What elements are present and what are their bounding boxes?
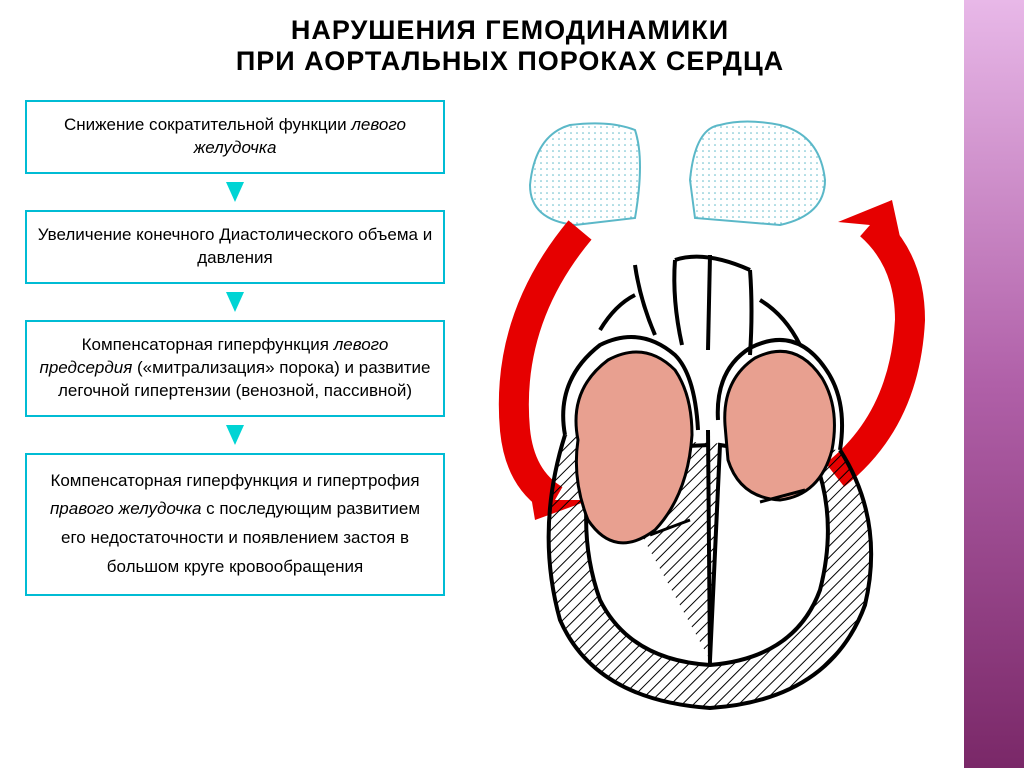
box2-text: Увеличение конечного Диастолического объ… — [38, 225, 432, 267]
box4-em: правого желудочка — [50, 499, 201, 518]
box-right-ventricle: Компенсаторная гиперфункция и гипертрофи… — [25, 453, 445, 597]
right-atrium — [725, 351, 835, 500]
right-lung — [690, 122, 825, 226]
box4-pre: Компенсаторная гиперфункция и гипертрофи… — [50, 471, 419, 490]
page-title: НАРУШЕНИЯ ГЕМОДИНАМИКИ ПРИ АОРТАЛЬНЫХ ПО… — [60, 15, 960, 77]
left-lung — [530, 123, 640, 225]
right-flow-arrow — [835, 225, 910, 475]
arrow-2 — [226, 292, 244, 312]
title-line1: НАРУШЕНИЯ ГЕМОДИНАМИКИ — [291, 15, 729, 45]
box-contractility: Снижение сократительной функции левого ж… — [25, 100, 445, 174]
box3-pre: Компенсаторная гиперфункция — [82, 335, 334, 354]
title-line2: ПРИ АОРТАЛЬНЫХ ПОРОКАХ СЕРДЦА — [236, 46, 784, 76]
flow-boxes-column: Снижение сократительной функции левого ж… — [25, 100, 445, 604]
arrow-3 — [226, 425, 244, 445]
arrow-1 — [226, 182, 244, 202]
heart-circulation-diagram — [460, 100, 980, 720]
box-left-atrium: Компенсаторная гиперфункция левого предс… — [25, 320, 445, 417]
box-diastolic: Увеличение конечного Диастолического объ… — [25, 210, 445, 284]
box1-text: Снижение сократительной функции — [64, 115, 351, 134]
heart-svg — [460, 100, 980, 720]
